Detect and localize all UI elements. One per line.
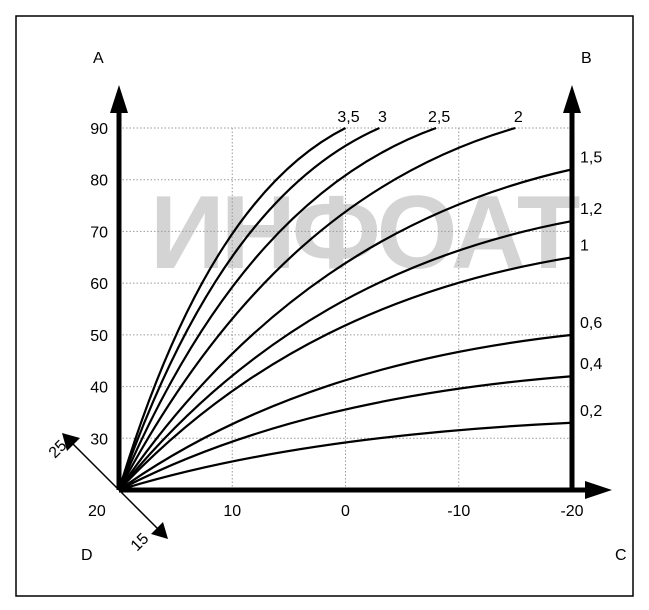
y-axis-left-arrow [110, 85, 128, 113]
curve-label: 1,5 [580, 149, 602, 166]
curve-label: 2,5 [428, 109, 450, 126]
y-tick-label: 80 [90, 173, 108, 190]
y-tick-label: 50 [90, 328, 108, 345]
chart-frame [16, 16, 633, 596]
corner-label-a: A [93, 50, 104, 67]
y-axis-right-arrow [563, 85, 581, 113]
x-tick-label: 0 [341, 503, 350, 520]
y-tick-label: 90 [90, 121, 108, 138]
diag-label-down: 15 [128, 530, 153, 555]
y-tick-label: 40 [90, 380, 108, 397]
curve-label: 0,2 [580, 403, 602, 420]
corner-label-b: B [581, 50, 592, 67]
x-tick-label: -20 [560, 503, 583, 520]
corner-label-d: D [81, 547, 93, 564]
curve-label: 3,5 [337, 109, 359, 126]
y-tick-label: 70 [90, 224, 108, 241]
x-tick-label: 10 [223, 503, 241, 520]
x-tick-label: -10 [447, 503, 470, 520]
y-tick-label: 60 [90, 276, 108, 293]
curve-label: 3 [378, 109, 387, 126]
y-tick-label: 30 [90, 431, 108, 448]
curve-label: 2 [514, 109, 523, 126]
curve-label: 1 [580, 237, 589, 254]
x-axis-arrow [585, 481, 612, 499]
curve-label: 0,4 [580, 356, 602, 373]
curve-label: 1,2 [580, 201, 602, 218]
diag-axis-down [119, 490, 160, 531]
corner-label-c: C [615, 547, 627, 564]
diag-axis-up [70, 441, 119, 490]
origin-label: 20 [88, 503, 106, 520]
curve-label: 0,6 [580, 315, 602, 332]
